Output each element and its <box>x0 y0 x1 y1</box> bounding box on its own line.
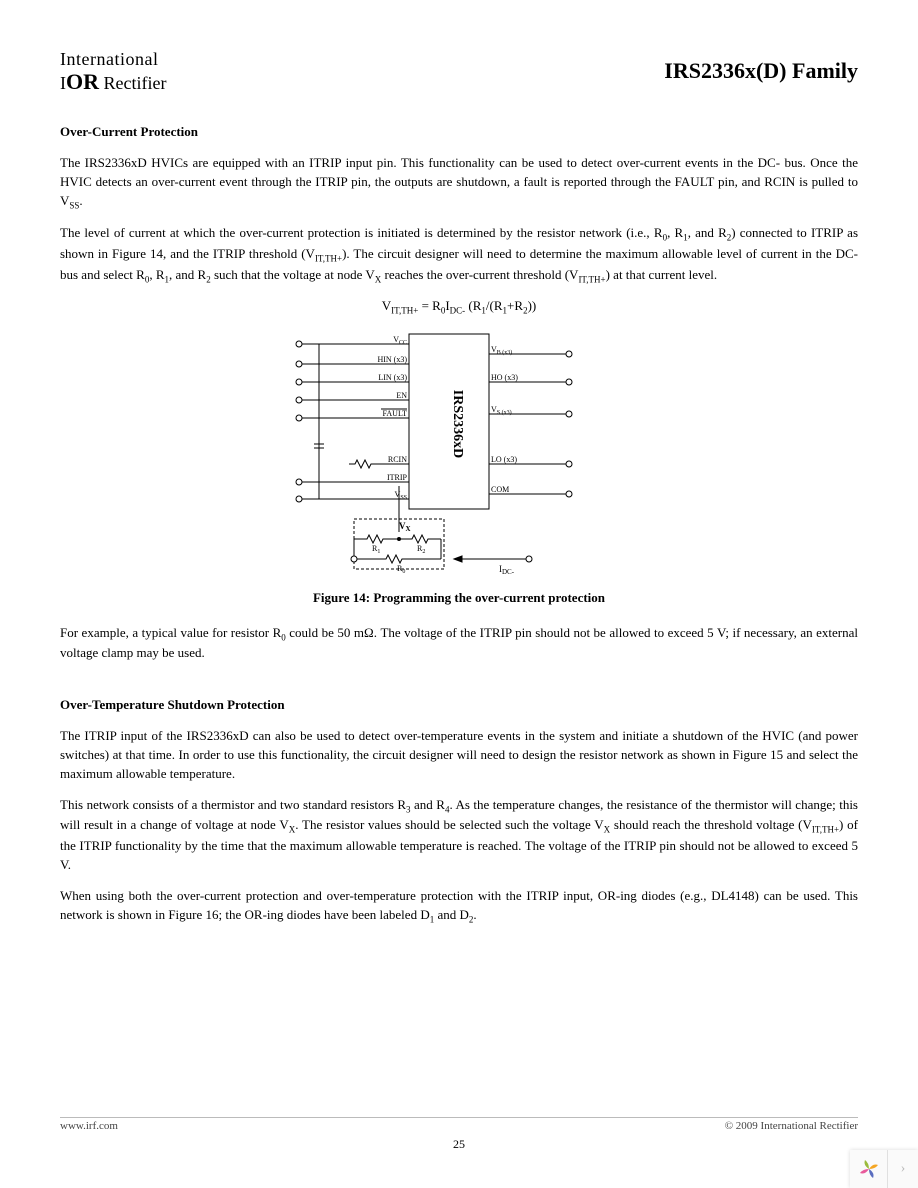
svg-text:HIN (x3): HIN (x3) <box>377 355 407 364</box>
svg-text:R2: R2 <box>417 544 425 555</box>
circuit-diagram: IRS2336xD VCCHIN (x3)LIN (x3)ENFAULTRCIN… <box>259 324 659 584</box>
svg-text:ITRIP: ITRIP <box>387 473 408 482</box>
svg-text:R1: R1 <box>372 544 380 555</box>
svg-text:LIN (x3): LIN (x3) <box>378 373 407 382</box>
page-number: 25 <box>0 1137 918 1152</box>
page-container: International IOR Rectifier IRS2336x(D) … <box>0 0 918 1188</box>
chip-label: IRS2336xD <box>450 390 465 458</box>
svg-text:R0: R0 <box>397 564 405 575</box>
svg-text:EN: EN <box>396 391 407 400</box>
logo-line1: International <box>60 50 166 70</box>
over-temp-heading: Over-Temperature Shutdown Protection <box>60 697 858 713</box>
equation-vitth: VIT,TH+ = R0IDC- (R1/(R1+R2)) <box>60 298 858 316</box>
svg-text:IDC-: IDC- <box>499 564 515 576</box>
svg-text:LO (x3): LO (x3) <box>491 455 517 464</box>
svg-text:FAULT: FAULT <box>383 409 408 418</box>
company-logo: International IOR Rectifier <box>60 50 166 94</box>
svg-text:VX: VX <box>399 521 411 533</box>
figure-14: IRS2336xD VCCHIN (x3)LIN (x3)ENFAULTRCIN… <box>60 324 858 584</box>
viewer-nav-widget: › <box>850 1150 918 1188</box>
figure-14-caption: Figure 14: Programming the over-current … <box>60 590 858 606</box>
over-current-heading: Over-Current Protection <box>60 124 858 140</box>
footer-copyright: © 2009 International Rectifier <box>725 1120 858 1132</box>
document-title: IRS2336x(D) Family <box>664 58 858 84</box>
page-footer: www.irf.com © 2009 International Rectifi… <box>60 1117 858 1132</box>
over-current-p1: The IRS2336xD HVICs are equipped with an… <box>60 154 858 212</box>
footer-url: www.irf.com <box>60 1120 118 1132</box>
logo-line2: IOR Rectifier <box>60 70 166 94</box>
over-temp-p1: The ITRIP input of the IRS2336xD can als… <box>60 727 858 784</box>
over-current-p3: For example, a typical value for resisto… <box>60 624 858 663</box>
svg-text:RCIN: RCIN <box>388 455 407 464</box>
page-header: International IOR Rectifier IRS2336x(D) … <box>60 50 858 94</box>
svg-text:HO (x3): HO (x3) <box>491 373 518 382</box>
next-page-button[interactable]: › <box>888 1150 918 1188</box>
viewer-logo-icon[interactable] <box>850 1150 888 1188</box>
over-temp-p3: When using both the over-current protect… <box>60 887 858 926</box>
over-temp-p2: This network consists of a thermistor an… <box>60 796 858 875</box>
svg-text:COM: COM <box>491 485 509 494</box>
over-current-p2: The level of current at which the over-c… <box>60 224 858 286</box>
